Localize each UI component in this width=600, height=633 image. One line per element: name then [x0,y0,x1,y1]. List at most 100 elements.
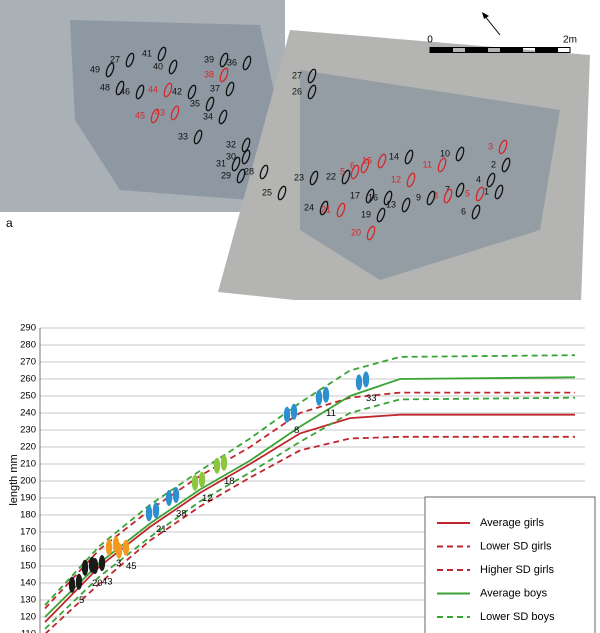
footprint-outline [455,146,465,162]
footprint-outline [360,158,370,174]
footprint-outline [404,149,414,165]
y-tick-label: 200 [20,476,36,487]
y-tick-label: 250 [20,391,36,402]
legend-label: Lower SD girls [480,540,552,552]
scale-end: 2m [563,35,577,46]
footprint-label: 48 [100,82,110,92]
marker-label: 11 [326,408,336,419]
marker-label: 20 [92,578,103,589]
footprint-label: 33 [178,131,188,141]
marker-label: 33 [366,393,377,404]
footprint-outline [218,109,228,125]
legend-label: Average girls [480,517,544,529]
footprint-outline [443,188,453,204]
footprint-label: 46 [120,86,130,96]
footprint-outline [377,153,387,169]
footprint-marker [355,371,370,391]
footprint-label: 19 [361,209,371,219]
footprint-outline [376,207,386,223]
footprint-label: 34 [203,111,213,121]
footprint-outline [115,80,125,96]
footprint-outline [259,164,269,180]
footprint-outline [309,170,319,186]
footprint-outline [277,185,287,201]
footprint-label: 36 [227,57,237,67]
footprint-outline [365,188,375,204]
y-tick-label: 120 [20,612,36,623]
figure-label: a [6,216,13,230]
footprint-label: 5 [465,188,470,198]
footprint-outline [225,81,235,97]
footprint-label: 26 [292,86,302,96]
footprint-label: 3 [488,141,493,151]
footprint-label: 31 [216,158,226,168]
marker-label: 5 [79,595,84,606]
footprint-label: 25 [262,187,272,197]
legend-label: Higher SD girls [480,564,554,576]
footprint-outline [437,157,447,173]
footprint-outline [135,84,145,100]
footprint-outline [501,157,511,173]
y-axis-label: length mm [8,454,20,505]
footprint-label: 1 [484,186,489,196]
footprint-label: 2 [491,159,496,169]
footprint-outline [168,59,178,75]
footprint-icon [105,539,113,556]
footprint-label: 21 [321,204,331,214]
y-tick-label: 190 [20,493,36,504]
footprint-outline [401,197,411,213]
footprint-label: 27 [292,70,302,80]
footprint-outline [241,149,251,165]
footprint-marker [115,539,130,559]
footprint-outline [366,225,376,241]
north-arrow-head [482,12,489,19]
footprint-outline [494,184,504,200]
footprint-label: 39 [204,54,214,64]
footprint-icon [191,474,199,491]
footprint-label: 15 [362,155,372,165]
footprint-icon [122,539,130,556]
series-line [44,354,576,606]
footprint-outline [236,168,246,184]
footprint-outline [336,202,346,218]
footprint-label: 6 [350,160,355,170]
footprint-label: 22 [326,171,336,181]
series-line [44,435,575,633]
footprint-label: 41 [142,48,152,58]
footprint-outline [471,204,481,220]
legend-box [424,496,596,633]
floor-area [300,70,560,280]
y-tick-label: 170 [20,527,36,538]
footprint-label: 45 [135,110,145,120]
footprint-icon [362,371,370,388]
footprint-label: 17 [350,190,360,200]
marker-label: 8 [294,425,299,436]
footprint-icon [290,403,298,420]
footprint-label: 4 [476,174,481,184]
footprint-icon [91,558,99,574]
marker-label: 45 [126,561,137,572]
footprint-marker [145,502,160,522]
footprint-label: 44 [148,84,158,94]
y-tick-label: 140 [20,578,36,589]
footprint-icon [165,490,173,506]
legend-label: Average boys [480,587,548,599]
footprint-marker [68,573,83,593]
footprint-label: 29 [221,170,231,180]
y-tick-label: 160 [20,544,36,555]
footprint-label: 6 [461,206,466,216]
footprint-label: 12 [391,174,401,184]
y-tick-label: 180 [20,510,36,521]
y-tick-label: 110 [21,629,36,633]
footprint-outline [319,200,329,216]
legend-label: Lower SD boys [480,611,555,623]
series-line [44,391,575,610]
footprint-marker [213,454,228,474]
footprint-label: 30 [226,151,236,161]
footprint-outline [307,68,317,84]
y-tick-label: 150 [20,561,36,572]
footprint-icon [172,487,180,503]
footprint-label: 16 [368,192,378,202]
y-tick-label: 240 [20,408,36,419]
